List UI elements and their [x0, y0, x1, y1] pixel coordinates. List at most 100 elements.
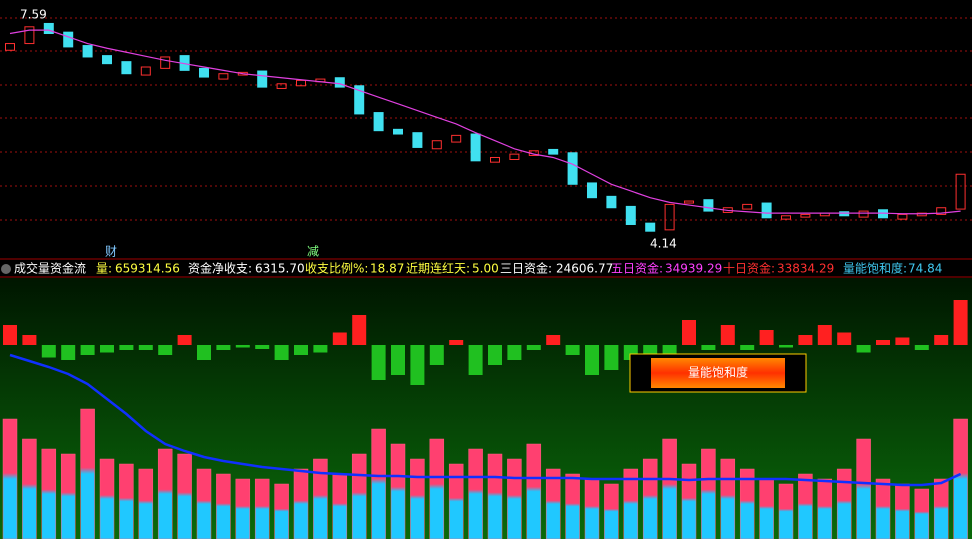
volume-bar — [313, 458, 328, 539]
flow-bar — [895, 337, 910, 345]
volume-bar — [681, 463, 697, 539]
flow-bar — [352, 315, 367, 345]
candle — [5, 43, 15, 51]
flow-bar — [255, 345, 270, 349]
candle — [276, 83, 287, 89]
flow-bar — [740, 345, 755, 350]
candle — [936, 207, 947, 215]
ma-line — [9, 29, 961, 215]
volume-bar — [99, 458, 115, 539]
flow-bar — [468, 345, 483, 375]
candle — [567, 152, 578, 185]
candle — [102, 55, 112, 65]
candle — [431, 140, 442, 150]
candle — [451, 134, 462, 143]
candle — [354, 85, 365, 115]
volume-bar — [332, 473, 348, 539]
volume-bar — [875, 478, 891, 539]
flow-bar — [701, 345, 716, 350]
volume-bar — [2, 418, 18, 539]
flow-bar — [934, 335, 949, 345]
volume-bar — [177, 453, 192, 539]
info-label: 收支比例%: — [305, 262, 368, 276]
flow-bar — [216, 345, 231, 350]
volume-bar — [196, 468, 212, 539]
info-label: 量能饱和度: — [843, 261, 907, 276]
volume-bar — [410, 458, 425, 539]
flow-bar — [80, 345, 95, 355]
info-value: 24606.77 — [556, 262, 613, 276]
volume-bar — [526, 443, 542, 539]
info-label: 五日资金: — [611, 261, 663, 276]
flow-bar — [779, 345, 793, 348]
candle — [140, 66, 151, 76]
volume-bar — [720, 458, 736, 539]
volume-bar — [798, 473, 813, 539]
collapse-button[interactable] — [1, 264, 11, 274]
candle — [684, 200, 694, 204]
flow-bar — [546, 335, 561, 345]
flow-bar — [429, 345, 444, 365]
volume-bar — [274, 483, 289, 539]
flow-bar — [177, 335, 192, 345]
high-label: 7.59 — [20, 8, 47, 22]
volume-bar — [778, 483, 794, 539]
volume-bar — [545, 468, 561, 539]
flow-bar — [565, 345, 580, 355]
candle — [509, 153, 520, 160]
candle — [296, 79, 306, 87]
info-value: 6315.70 — [255, 262, 305, 276]
flow-bar — [138, 345, 153, 350]
info-label: 十日资金: — [723, 261, 775, 276]
candle — [373, 112, 384, 132]
candle — [858, 210, 869, 218]
volume-bar — [933, 478, 949, 539]
flow-bar — [856, 345, 871, 353]
marker: 减 — [307, 245, 319, 259]
price-grid — [0, 17, 972, 221]
volume-bar — [157, 448, 173, 539]
flow-bar — [876, 340, 890, 345]
volume-bar — [817, 478, 833, 539]
legend-box: 量能饱和度 — [629, 353, 807, 393]
volume-bar — [119, 463, 134, 539]
volume-bar — [507, 458, 522, 539]
volume-bar — [371, 428, 386, 539]
flow-bar — [391, 345, 405, 375]
volume-bar — [642, 458, 658, 539]
candle — [24, 26, 35, 45]
flow-bar — [585, 345, 599, 375]
volume-bar — [604, 483, 619, 539]
flow-bar — [235, 345, 250, 348]
flow-bar — [119, 345, 134, 350]
candle — [587, 182, 597, 199]
volume-bar — [429, 438, 445, 539]
candle — [742, 203, 753, 210]
volume-bar — [351, 453, 367, 539]
flow-bar — [643, 345, 658, 355]
candle — [703, 199, 714, 212]
flow-bar — [100, 345, 114, 353]
info-value: 18.87 — [370, 262, 404, 276]
candle — [645, 222, 656, 232]
flow-bar — [449, 340, 464, 345]
volume-bar — [293, 468, 309, 539]
volume-bar — [856, 438, 871, 539]
candle — [625, 205, 636, 225]
info-value: 659314.56 — [115, 262, 180, 276]
info-label: 资金净收支: — [188, 261, 252, 276]
flow-bar — [837, 332, 852, 345]
volume-bar — [623, 468, 639, 539]
candle — [199, 67, 209, 78]
volume-bar — [41, 448, 57, 539]
candle — [121, 61, 132, 75]
volume-bar — [914, 488, 930, 539]
flow-bar — [798, 335, 813, 345]
flow-bar — [332, 332, 347, 345]
flow-bar — [720, 325, 735, 345]
candle — [606, 195, 617, 209]
candle — [334, 77, 345, 88]
volume-bar — [487, 453, 503, 539]
candle — [160, 56, 171, 69]
flow-bar — [41, 345, 56, 358]
